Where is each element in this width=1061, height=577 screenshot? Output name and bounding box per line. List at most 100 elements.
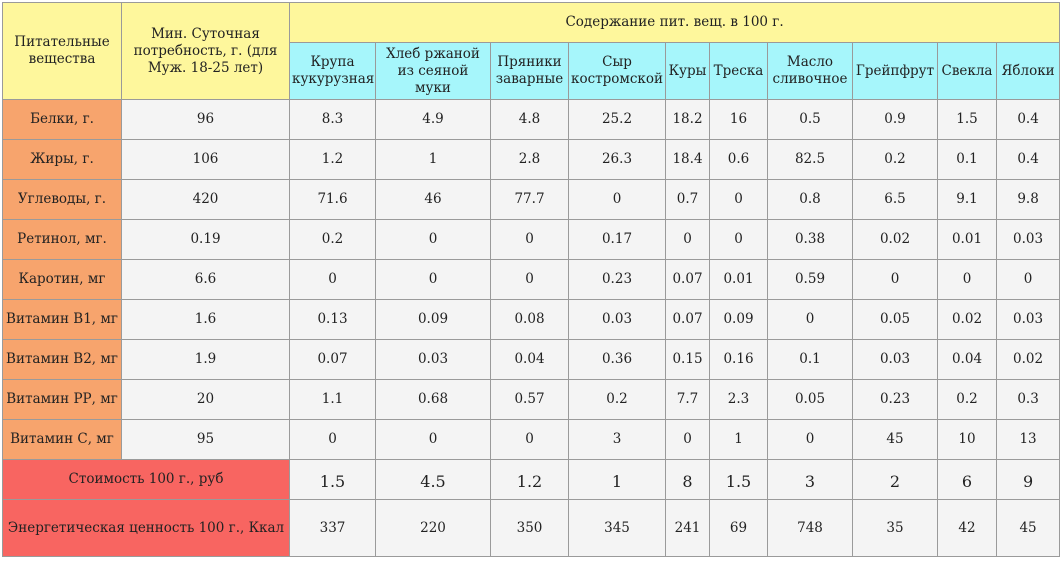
content-cell: 0.08: [490, 299, 569, 340]
content-cell: 0.02: [937, 299, 997, 340]
content-cell: 7.7: [665, 379, 710, 420]
content-cell: 77.7: [490, 179, 569, 220]
content-cell: 0.04: [937, 339, 997, 380]
content-cell: 0: [289, 259, 376, 300]
content-cell: 1.2: [289, 139, 376, 180]
cost-cell: 9: [995, 459, 1061, 500]
energy-cell: 345: [568, 499, 666, 557]
content-cell: 3: [568, 419, 666, 460]
content-cell: 0.04: [490, 339, 569, 380]
nutrient-name: Белки, г.: [2, 99, 122, 140]
nutrient-row: Витамин В2, мг 1.9 0.07 0.03 0.04 0.36 0.15 0.1…: [2, 339, 1061, 380]
content-cell: 0.03: [568, 299, 666, 340]
cost-cell: 8: [665, 459, 710, 500]
content-cell: 0.2: [937, 379, 997, 420]
header-row-top: Питательные вещества Мин. Суточная потре…: [2, 2, 1061, 100]
nutrient-row: Каротин, мг 6.6 0 0 0 0.23 0.07 0.01 0.59 0 0 0: [2, 259, 1061, 300]
content-cell: 0.15: [665, 339, 710, 380]
nutrients-header: Питательные вещества: [2, 2, 122, 100]
content-cell: 0.02: [995, 339, 1061, 380]
nutrient-name: Углеводы, г.: [2, 179, 122, 220]
content-cell: 0: [767, 419, 853, 460]
energy-cell: 220: [375, 499, 491, 557]
cost-cell: 3: [767, 459, 853, 500]
content-cell: 0: [490, 219, 569, 260]
min-requirement-cell: 1.9: [121, 339, 290, 380]
min-requirement-cell: 1.6: [121, 299, 290, 340]
content-cell: 0.2: [568, 379, 666, 420]
energy-row: Энергетическая ценность 100 г., Ккал 337…: [2, 499, 1061, 557]
content-cell: 0.23: [852, 379, 938, 420]
content-cell: 0: [709, 219, 768, 260]
min-requirement-header: Мин. Суточная потребность, г. (для Муж. …: [121, 2, 290, 100]
energy-cell: 35: [852, 499, 938, 557]
nutrient-row: Витамин РР, мг 20 1.1 0.68 0.57 0.2 7.7 2.3 0.05…: [2, 379, 1061, 420]
content-cell: 2.3: [709, 379, 768, 420]
content-cell: 0: [995, 259, 1061, 300]
content-cell: 13: [995, 419, 1061, 460]
content-cell: 0: [852, 259, 938, 300]
nutrient-name: Витамин В1, мг: [2, 299, 122, 340]
content-cell: 0.8: [767, 179, 853, 220]
nutrient-rows: Белки, г. 96 8.3 4.9 4.8 25.2 18.2 16 0.5 0.9 1.5 0…: [2, 99, 1061, 460]
content-cell: 1.1: [289, 379, 376, 420]
energy-cell: 45: [995, 499, 1061, 557]
food-header: Сыр костромской: [568, 42, 666, 100]
content-cell: 0.07: [289, 339, 376, 380]
nutrient-row: Углеводы, г. 420 71.6 46 77.7 0 0.7 0 0.8 6.5 9.1 9…: [2, 179, 1061, 220]
content-cell: 0: [937, 259, 997, 300]
nutrient-name: Ретинол, мг.: [2, 219, 122, 260]
food-header: Крупа кукурузная: [289, 42, 376, 100]
content-cell: 25.2: [568, 99, 666, 140]
content-cell: 0.17: [568, 219, 666, 260]
content-cell: 0.2: [289, 219, 376, 260]
content-cell: 1: [709, 419, 768, 460]
content-cell: 4.9: [375, 99, 491, 140]
content-cell: 0.23: [568, 259, 666, 300]
content-cell: 0.03: [995, 219, 1061, 260]
nutrient-row: Витамин В1, мг 1.6 0.13 0.09 0.08 0.03 0.07 0.0…: [2, 299, 1061, 340]
energy-cell: 42: [937, 499, 997, 557]
nutrient-row: Жиры, г. 106 1.2 1 2.8 26.3 18.4 0.6 82.5 0.2 0.1 0…: [2, 139, 1061, 180]
content-cell: 0.9: [852, 99, 938, 140]
content-cell: 0.4: [995, 139, 1061, 180]
content-cell: 0.01: [937, 219, 997, 260]
min-requirement-cell: 96: [121, 99, 290, 140]
min-requirement-cell: 0.19: [121, 219, 290, 260]
food-header: Куры: [665, 42, 710, 100]
cost-cell: 4.5: [375, 459, 491, 500]
content-cell: 0.3: [995, 379, 1061, 420]
content-cell: 6.5: [852, 179, 938, 220]
content-cell: 71.6: [289, 179, 376, 220]
nutrient-name: Витамин РР, мг: [2, 379, 122, 420]
cost-cell: 1: [568, 459, 666, 500]
content-cell: 0.1: [937, 139, 997, 180]
food-header: Хлеб ржаной из сеяной муки: [375, 42, 491, 100]
food-header: Свекла: [937, 42, 997, 100]
nutrient-name: Жиры, г.: [2, 139, 122, 180]
content-cell: 0.09: [375, 299, 491, 340]
content-cell: 1: [375, 139, 491, 180]
content-cell: 0: [665, 219, 710, 260]
cost-cell: 1.2: [490, 459, 569, 500]
nutrient-row: Ретинол, мг. 0.19 0.2 0 0 0.17 0 0 0.38 0.02 0.01 0…: [2, 219, 1061, 260]
content-cell: 0.4: [995, 99, 1061, 140]
content-cell: 0.03: [852, 339, 938, 380]
content-cell: 0.6: [709, 139, 768, 180]
content-cell: 0: [767, 299, 853, 340]
content-cell: 8.3: [289, 99, 376, 140]
content-cell: 0.2: [852, 139, 938, 180]
energy-cell: 350: [490, 499, 569, 557]
content-cell: 0.5: [767, 99, 853, 140]
energy-cell: 69: [709, 499, 768, 557]
content-cell: 9.1: [937, 179, 997, 220]
content-header: Содержание пит. вещ. в 100 г.: [288, 2, 1061, 43]
content-cell: 46: [375, 179, 491, 220]
nutrition-table: Питательные вещества Мин. Суточная потре…: [2, 2, 1061, 557]
content-cell: 9.8: [995, 179, 1061, 220]
cost-cell: 1.5: [709, 459, 768, 500]
content-cell: 0.07: [665, 299, 710, 340]
content-cell: 0: [375, 259, 491, 300]
content-cell: 0: [375, 219, 491, 260]
min-requirement-cell: 106: [121, 139, 290, 180]
